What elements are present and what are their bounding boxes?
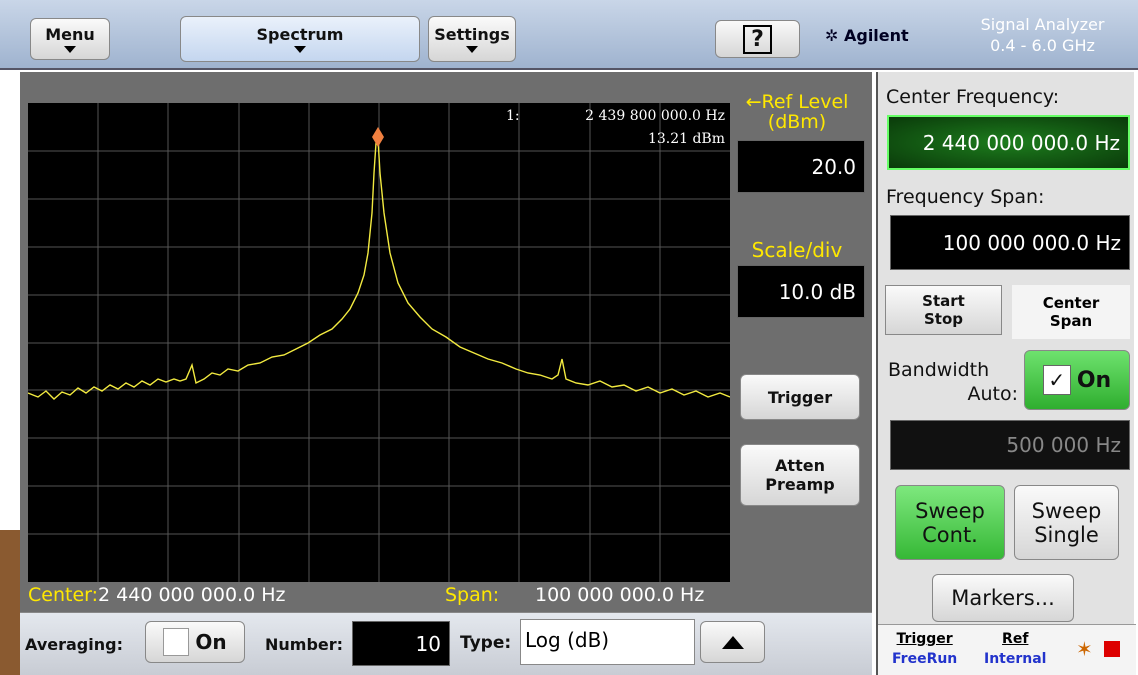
menu-button[interactable]: Menu bbox=[30, 18, 110, 60]
trigger-button[interactable]: Trigger bbox=[740, 374, 860, 420]
span-tab-label: Span bbox=[1049, 312, 1093, 330]
center-value: 2 440 000 000.0 Hz bbox=[98, 584, 286, 606]
bandwidth-value[interactable]: 500 000 Hz bbox=[890, 420, 1130, 470]
marker-frequency: 2 439 800 000.0 Hz bbox=[585, 108, 725, 124]
center-frequency-value[interactable]: 2 440 000 000.0 Hz bbox=[887, 115, 1130, 170]
start-stop-tab[interactable]: Start Stop bbox=[885, 285, 1002, 335]
spectrum-trace bbox=[28, 136, 730, 400]
type-value[interactable]: Log (dB) bbox=[520, 619, 695, 665]
status-icon: ✶ bbox=[1076, 637, 1093, 661]
brand-label: Agilent bbox=[843, 26, 909, 45]
toolbar: Menu Spectrum Settings ? ✲ Agilent Signa… bbox=[0, 0, 1138, 70]
frequency-span-value[interactable]: 100 000 000.0 Hz bbox=[890, 215, 1130, 270]
sweep-single-line2: Single bbox=[1034, 522, 1099, 547]
menu-label: Menu bbox=[45, 25, 95, 44]
frequency-span-label: Frequency Span: bbox=[886, 186, 1045, 208]
center-readout: Center:2 440 000 000.0 Hz bbox=[28, 584, 285, 606]
grid bbox=[28, 103, 730, 582]
marker-level: 13.21 dBm bbox=[648, 131, 725, 147]
ref-level-unit: (dBm) bbox=[767, 111, 827, 133]
type-dropdown-button[interactable] bbox=[700, 621, 765, 663]
sweep-cont-line2: Cont. bbox=[922, 522, 978, 547]
start-label: Start bbox=[922, 292, 965, 310]
bandwidth-label: Bandwidth Auto: bbox=[888, 358, 1018, 406]
product: Signal Analyzer 0.4 - 6.0 GHz bbox=[955, 14, 1130, 56]
bandwidth-toggle-label: On bbox=[1076, 367, 1112, 393]
spectrum-label: Spectrum bbox=[256, 25, 344, 44]
plot-panel: 1: 2 439 800 000.0 Hz 13.21 dBm Center:2… bbox=[20, 72, 872, 612]
atten-label: Atten bbox=[775, 456, 825, 475]
status-ref: Ref Internal bbox=[984, 629, 1046, 669]
status-ref-value: Internal bbox=[984, 651, 1047, 667]
settings-label: Settings bbox=[434, 25, 510, 44]
atten-button[interactable]: Atten Preamp bbox=[740, 444, 860, 506]
scale-label: Scale/div bbox=[751, 238, 843, 262]
averaging-toggle-label: On bbox=[195, 630, 227, 654]
sweep-single-line1: Sweep bbox=[1031, 498, 1102, 523]
status-trigger-value: FreeRun bbox=[892, 651, 958, 667]
preamp-label: Preamp bbox=[765, 475, 835, 494]
status-ref-title: Ref bbox=[1002, 631, 1029, 647]
status-bar: Trigger FreeRun Ref Internal ✶ bbox=[878, 624, 1136, 675]
scale-value[interactable]: 10.0 dB bbox=[737, 265, 865, 318]
status-error-icon bbox=[1104, 641, 1120, 657]
center-span-tab[interactable]: Center Span bbox=[1012, 285, 1130, 339]
right-panel: Center Frequency: 2 440 000 000.0 Hz Fre… bbox=[876, 72, 1136, 675]
status-trigger: Trigger FreeRun bbox=[892, 629, 957, 669]
sweep-cont-line1: Sweep bbox=[915, 498, 985, 523]
bandwidth-title: Bandwidth bbox=[888, 359, 990, 381]
sweep-single-button[interactable]: Sweep Single bbox=[1014, 485, 1119, 560]
product-range: 0.4 - 6.0 GHz bbox=[990, 36, 1095, 55]
center-frequency-label: Center Frequency: bbox=[886, 86, 1060, 108]
center-tab-label: Center bbox=[1042, 294, 1100, 312]
product-name: Signal Analyzer bbox=[980, 15, 1105, 34]
ref-level-value[interactable]: 20.0 bbox=[737, 140, 865, 193]
marker-index: 1: bbox=[506, 108, 520, 124]
bandwidth-toggle[interactable]: ✓ On bbox=[1024, 350, 1130, 410]
center-label: Center: bbox=[28, 584, 99, 606]
bandwidth-auto: Auto: bbox=[967, 383, 1018, 405]
type-label: Type: bbox=[460, 633, 512, 653]
markers-button[interactable]: Markers... bbox=[932, 574, 1074, 622]
spectrum-button[interactable]: Spectrum bbox=[180, 16, 420, 62]
number-label: Number: bbox=[265, 635, 344, 654]
status-trigger-title: Trigger bbox=[896, 631, 953, 647]
brand: ✲ Agilent bbox=[825, 26, 909, 45]
number-value[interactable]: 10 bbox=[352, 621, 450, 666]
bottom-bar: Averaging: On Number: 10 Type: Log (dB) bbox=[20, 612, 872, 675]
span-value: 100 000 000.0 Hz bbox=[535, 584, 705, 606]
background-edge bbox=[0, 530, 20, 675]
ref-level-title: ←Ref Level bbox=[745, 91, 849, 113]
stop-label: Stop bbox=[923, 310, 964, 328]
sweep-cont-button[interactable]: Sweep Cont. bbox=[895, 485, 1005, 560]
ref-level-label: ←Ref Level (dBm) bbox=[732, 92, 862, 132]
help-label: ? bbox=[743, 24, 772, 54]
spectrum-plot: 1: 2 439 800 000.0 Hz 13.21 dBm bbox=[28, 103, 730, 582]
averaging-toggle[interactable]: On bbox=[145, 621, 245, 663]
marker-diamond bbox=[372, 127, 384, 147]
help-button[interactable]: ? bbox=[715, 20, 800, 58]
settings-button[interactable]: Settings bbox=[428, 16, 516, 62]
averaging-label: Averaging: bbox=[25, 635, 123, 654]
span-label: Span: bbox=[445, 584, 500, 606]
